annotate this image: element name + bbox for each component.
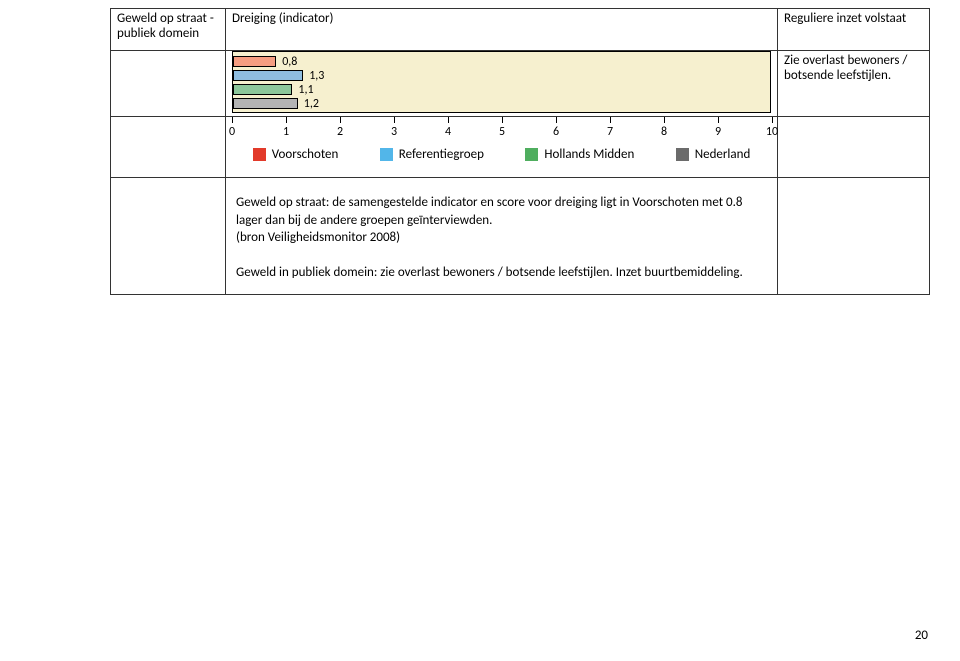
axis-tick-label: 9 xyxy=(715,125,721,139)
legend-label: Hollands Midden xyxy=(544,147,634,162)
legend-swatch xyxy=(380,148,393,161)
bar xyxy=(233,70,303,81)
axis-empty-right xyxy=(778,117,930,178)
cell-note-right: Zie overlast bewoners / botsende leefsti… xyxy=(778,51,930,117)
bar-row: 1,2 xyxy=(233,97,319,110)
axis-tick xyxy=(340,117,341,123)
note-line2: botsende leefstijlen. xyxy=(784,68,891,83)
axis-tick-label: 0 xyxy=(229,125,235,139)
chart-axis: Voorschoten Referentiegroep Hollands Midde… xyxy=(232,117,771,177)
bar-row: 1,1 xyxy=(233,83,314,96)
axis-tick-label: 3 xyxy=(391,125,397,139)
axis-tick xyxy=(502,117,503,123)
cell-topic: Geweld op straat - publiek domein xyxy=(111,9,226,51)
body-p1: Geweld op straat: de samengestelde indic… xyxy=(236,195,742,228)
axis-tick-label: 6 xyxy=(553,125,559,139)
indicator-label: Dreiging (indicator) xyxy=(232,11,333,26)
bar-value-label: 1,2 xyxy=(304,97,319,111)
note-line1: Zie overlast bewoners / xyxy=(784,53,907,68)
bar-chart: 0,8 1,31,11,2 xyxy=(232,51,771,113)
bar-row: 1,3 xyxy=(233,69,324,82)
body-row: Geweld op straat: de samengestelde indic… xyxy=(111,178,930,295)
axis-tick-label: 7 xyxy=(607,125,613,139)
topic-line2: publiek domein xyxy=(117,26,199,41)
legend-swatch xyxy=(253,148,266,161)
cell-body: Geweld op straat: de samengestelde indic… xyxy=(226,178,778,295)
legend-item: Hollands Midden xyxy=(525,147,634,162)
content-table: Geweld op straat - publiek domein Dreigi… xyxy=(110,8,930,295)
axis-tick xyxy=(718,117,719,123)
bar xyxy=(233,84,292,95)
axis-empty-left xyxy=(111,117,226,178)
axis-tick xyxy=(556,117,557,123)
axis-tick-label: 5 xyxy=(499,125,505,139)
legend-swatch xyxy=(525,148,538,161)
chart-legend: Voorschoten Referentiegroep Hollands Midde… xyxy=(232,147,771,162)
legend-swatch xyxy=(676,148,689,161)
body-p1b: (bron Veiligheidsmonitor 2008) xyxy=(236,230,400,245)
bar-value-label: 1,1 xyxy=(298,83,313,97)
cell-chart: 0,8 1,31,11,2 xyxy=(226,51,778,117)
axis-tick xyxy=(610,117,611,123)
body-empty-right xyxy=(778,178,930,295)
status-text: Reguliere inzet volstaat xyxy=(784,11,906,26)
legend-item: Referentiegroep xyxy=(380,147,484,162)
axis-tick-label: 2 xyxy=(337,125,343,139)
bar-row: 0,8 xyxy=(233,55,297,68)
body-empty-left xyxy=(111,178,226,295)
cell-indicator: Dreiging (indicator) xyxy=(226,9,778,51)
axis-tick-label: 10 xyxy=(766,125,778,139)
axis-tick-label: 1 xyxy=(283,125,289,139)
axis-tick xyxy=(448,117,449,123)
legend-label: Referentiegroep xyxy=(399,147,484,162)
axis-tick-label: 8 xyxy=(661,125,667,139)
legend-label: Nederland xyxy=(695,147,751,162)
axis-tick xyxy=(232,117,233,123)
body-p2: Geweld in publiek domein: zie overlast b… xyxy=(236,265,743,280)
bar xyxy=(233,98,298,109)
axis-tick xyxy=(394,117,395,123)
legend-item: Voorschoten xyxy=(253,147,339,162)
cell-status: Reguliere inzet volstaat xyxy=(778,9,930,51)
cell-axis: Voorschoten Referentiegroep Hollands Midde… xyxy=(226,117,778,178)
bar-value-label: 0,8 xyxy=(282,55,297,69)
axis-tick xyxy=(772,117,773,123)
axis-tick xyxy=(664,117,665,123)
header-row: Geweld op straat - publiek domein Dreigi… xyxy=(111,9,930,51)
legend-item: Nederland xyxy=(676,147,751,162)
axis-tick xyxy=(286,117,287,123)
axis-tick-label: 4 xyxy=(445,125,451,139)
topic-line1: Geweld op straat - xyxy=(117,11,214,26)
body-text: Geweld op straat: de samengestelde indic… xyxy=(232,180,771,292)
cell-empty-left xyxy=(111,51,226,117)
axis-row: Voorschoten Referentiegroep Hollands Midde… xyxy=(111,117,930,178)
legend-label: Voorschoten xyxy=(272,147,339,162)
page-number: 20 xyxy=(915,628,928,643)
bar xyxy=(233,56,276,67)
chart-row: 0,8 1,31,11,2 Zie overlast bewoners / bot… xyxy=(111,51,930,117)
bar-value-label: 1,3 xyxy=(309,69,324,83)
